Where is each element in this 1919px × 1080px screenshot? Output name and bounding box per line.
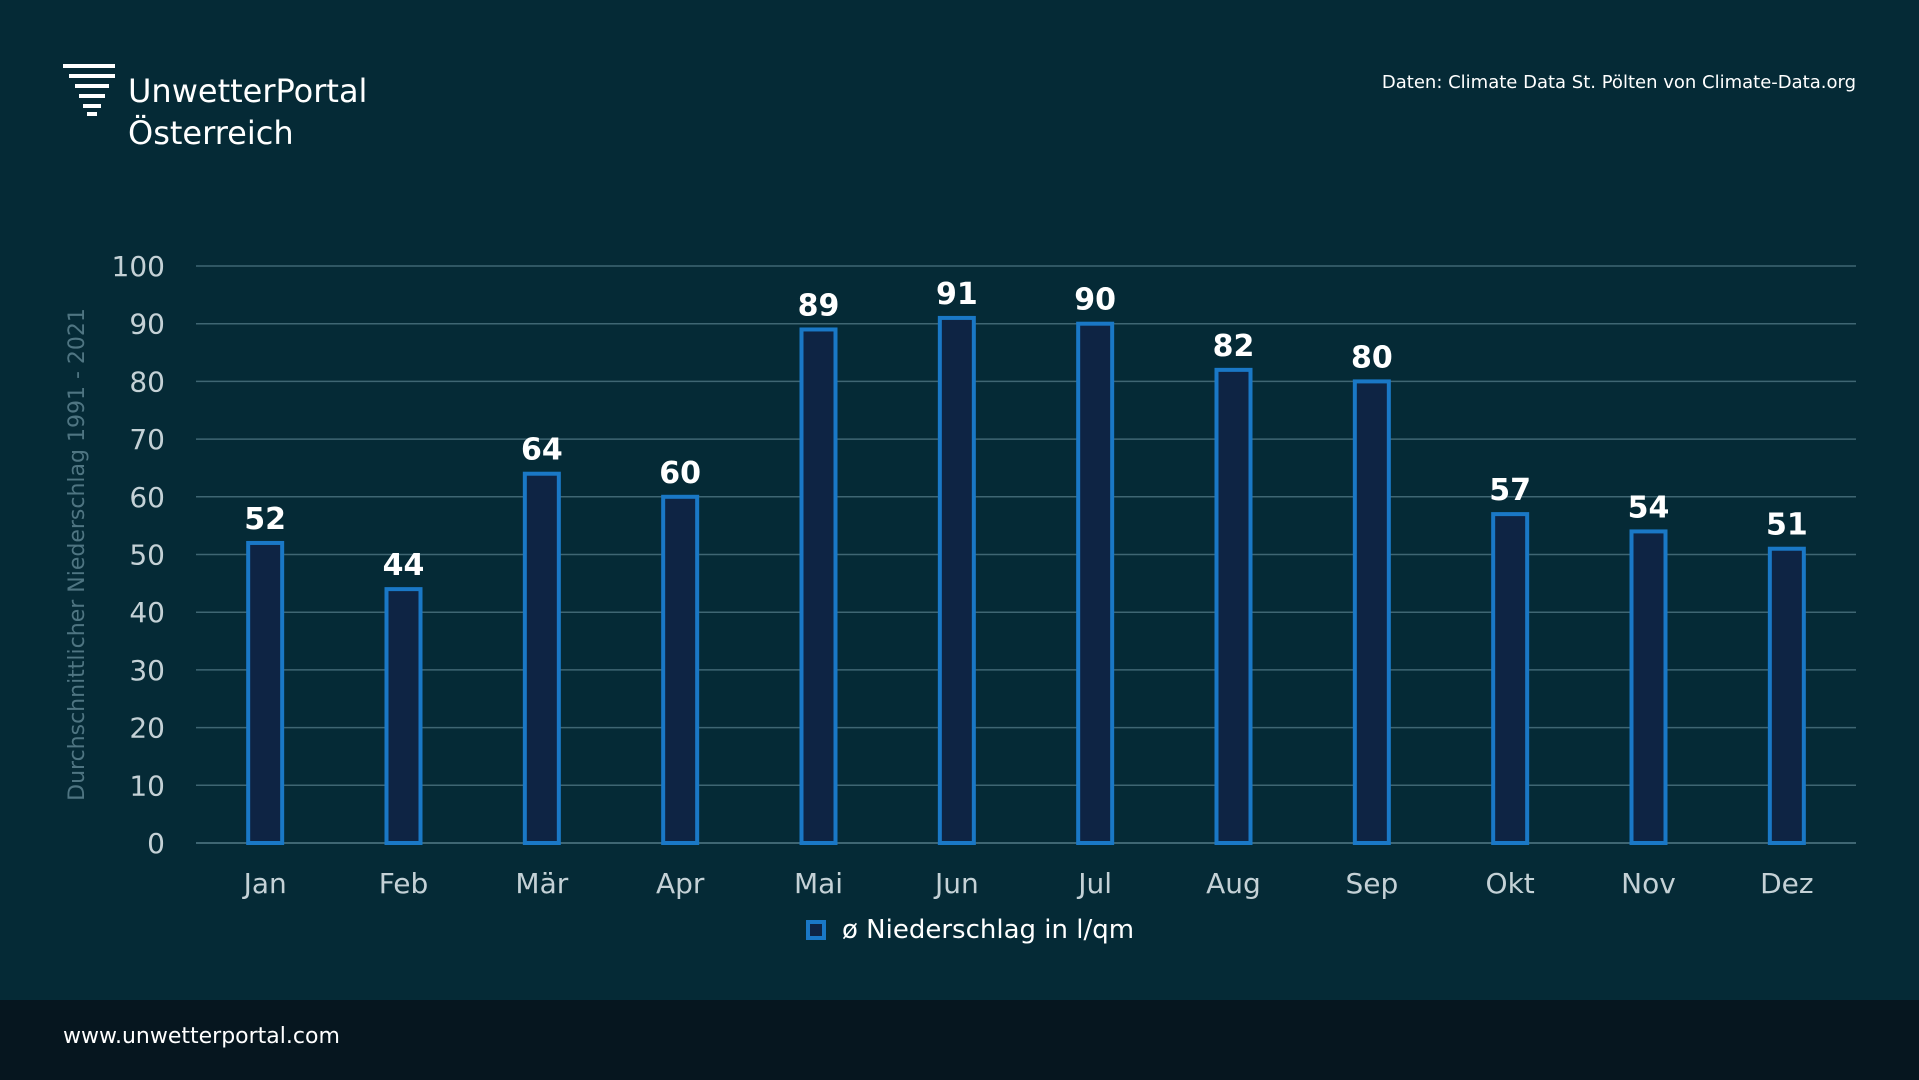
bar-jun xyxy=(937,315,976,845)
main-area: UnwetterPortal Österreich Daten: Climate… xyxy=(63,62,1856,945)
y-tick-label: 0 xyxy=(147,827,165,860)
data-label: 51 xyxy=(1766,508,1808,543)
bar-mai xyxy=(799,327,838,846)
bar-sep xyxy=(1352,379,1391,845)
data-source-note: Daten: Climate Data St. Pölten von Clima… xyxy=(1381,72,1856,93)
data-label: 89 xyxy=(798,288,840,323)
brand-line-1: UnwetterPortal xyxy=(128,72,368,110)
y-tick-label: 10 xyxy=(129,769,165,802)
brand-name: UnwetterPortal Österreich xyxy=(128,70,367,154)
data-label: 91 xyxy=(936,277,978,312)
footer-bar: www.unwetterportal.com xyxy=(0,1000,1919,1080)
bar-nov xyxy=(1629,529,1668,845)
y-tick-label: 100 xyxy=(112,250,165,283)
y-tick-label: 70 xyxy=(129,423,165,456)
x-tick-label: Apr xyxy=(656,867,705,900)
data-label: 54 xyxy=(1628,490,1670,525)
y-tick-label: 60 xyxy=(129,481,165,514)
bar-jul xyxy=(1076,321,1115,845)
data-label: 57 xyxy=(1489,473,1531,508)
x-tick-label: Jun xyxy=(933,867,979,900)
x-tick-label: Jul xyxy=(1076,867,1112,900)
data-label: 82 xyxy=(1213,329,1255,364)
y-tick-label: 50 xyxy=(129,539,165,572)
x-tick-label: Mai xyxy=(794,867,843,900)
x-tick-label: Aug xyxy=(1206,867,1261,900)
y-tick-label: 30 xyxy=(129,654,165,687)
x-tick-label: Dez xyxy=(1760,867,1813,900)
bar-jan xyxy=(246,540,285,846)
x-tick-label: Mär xyxy=(515,867,568,900)
data-label: 44 xyxy=(383,548,425,583)
y-tick-label: 40 xyxy=(129,596,165,629)
storm-logo-icon xyxy=(63,64,115,116)
bar-mär xyxy=(522,471,561,845)
x-tick-label: Nov xyxy=(1621,867,1676,900)
bar-apr xyxy=(661,494,700,845)
x-tick-label: Okt xyxy=(1486,867,1535,900)
brand-line-2: Österreich xyxy=(128,114,294,152)
y-axis-title: Durchschnittlicher Niederschlag 1991 - 2… xyxy=(65,308,90,801)
data-label: 52 xyxy=(244,502,286,537)
bar-okt xyxy=(1491,512,1530,845)
y-tick-label: 20 xyxy=(129,712,165,745)
x-tick-label: Feb xyxy=(379,867,429,900)
y-tick-label: 80 xyxy=(129,365,165,398)
data-label: 60 xyxy=(659,456,701,491)
bar-dez xyxy=(1767,546,1806,845)
x-tick-label: Sep xyxy=(1345,867,1398,900)
x-tick-label: Jan xyxy=(242,867,287,900)
data-label: 64 xyxy=(521,433,563,468)
footer-website-link[interactable]: www.unwetterportal.com xyxy=(63,1024,340,1049)
data-label: 80 xyxy=(1351,340,1393,375)
brand-logo[interactable]: UnwetterPortal Österreich xyxy=(63,62,383,152)
bar-aug xyxy=(1214,367,1253,845)
y-tick-label: 90 xyxy=(129,308,165,341)
legend-swatch xyxy=(806,920,826,940)
data-label: 90 xyxy=(1074,283,1116,318)
bar-feb xyxy=(384,587,423,845)
legend-label: ø Niederschlag in l/qm xyxy=(842,915,1134,945)
precipitation-bar-chart: 0 10 20 30 40 50 60 70 80 90 100 Durchschnittlicher… xyxy=(65,250,1856,945)
